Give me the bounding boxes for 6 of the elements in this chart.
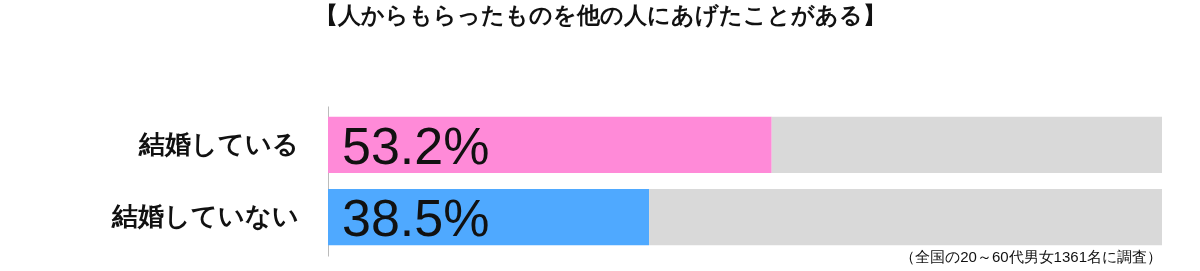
y-tick-label: 結婚していない bbox=[110, 201, 299, 232]
data-label: 53.2% bbox=[342, 116, 490, 175]
y-tick-label: 結婚している bbox=[137, 128, 299, 159]
annotation: （全国の20～60代男女1361名に調査） bbox=[900, 248, 1162, 265]
chart-title: 【人からもらったものを他の人にあげたことがある】 bbox=[314, 2, 886, 28]
data-label: 38.5% bbox=[342, 189, 490, 248]
